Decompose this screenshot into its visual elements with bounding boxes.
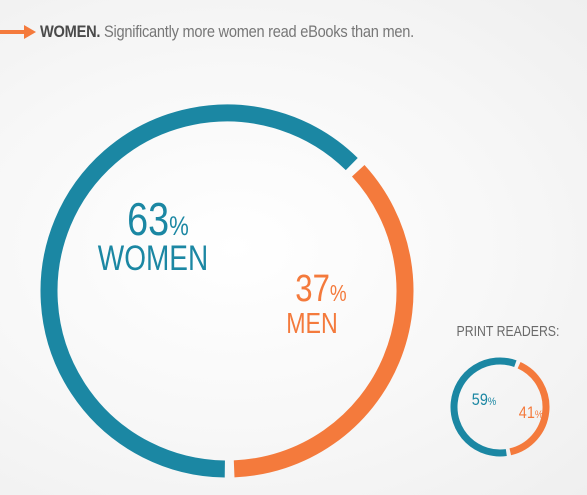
arrow-right-icon (0, 25, 36, 39)
print-value-1: 59% (472, 391, 496, 409)
main-donut (40, 104, 414, 478)
main-donut-slice-men (233, 165, 414, 478)
print-value-2: 41% (519, 404, 543, 422)
main-donut-slice-women (40, 104, 358, 478)
main-men-value: 37% (295, 268, 346, 310)
print-donut (450, 357, 550, 457)
header-title-rest: Significantly more women read eBooks tha… (100, 22, 414, 41)
print-readers-title: PRINT READERS: (457, 323, 560, 339)
main-men-label: MEN (286, 306, 338, 339)
main-women-value: 63% (127, 193, 189, 244)
main-women-label: WOMEN (98, 238, 208, 278)
header-title: WOMEN. Significantly more women read eBo… (40, 21, 414, 43)
print-donut-slice-2 (509, 361, 550, 456)
print-donut-slice-1 (450, 357, 517, 457)
header-title-bold: WOMEN. (40, 22, 101, 41)
